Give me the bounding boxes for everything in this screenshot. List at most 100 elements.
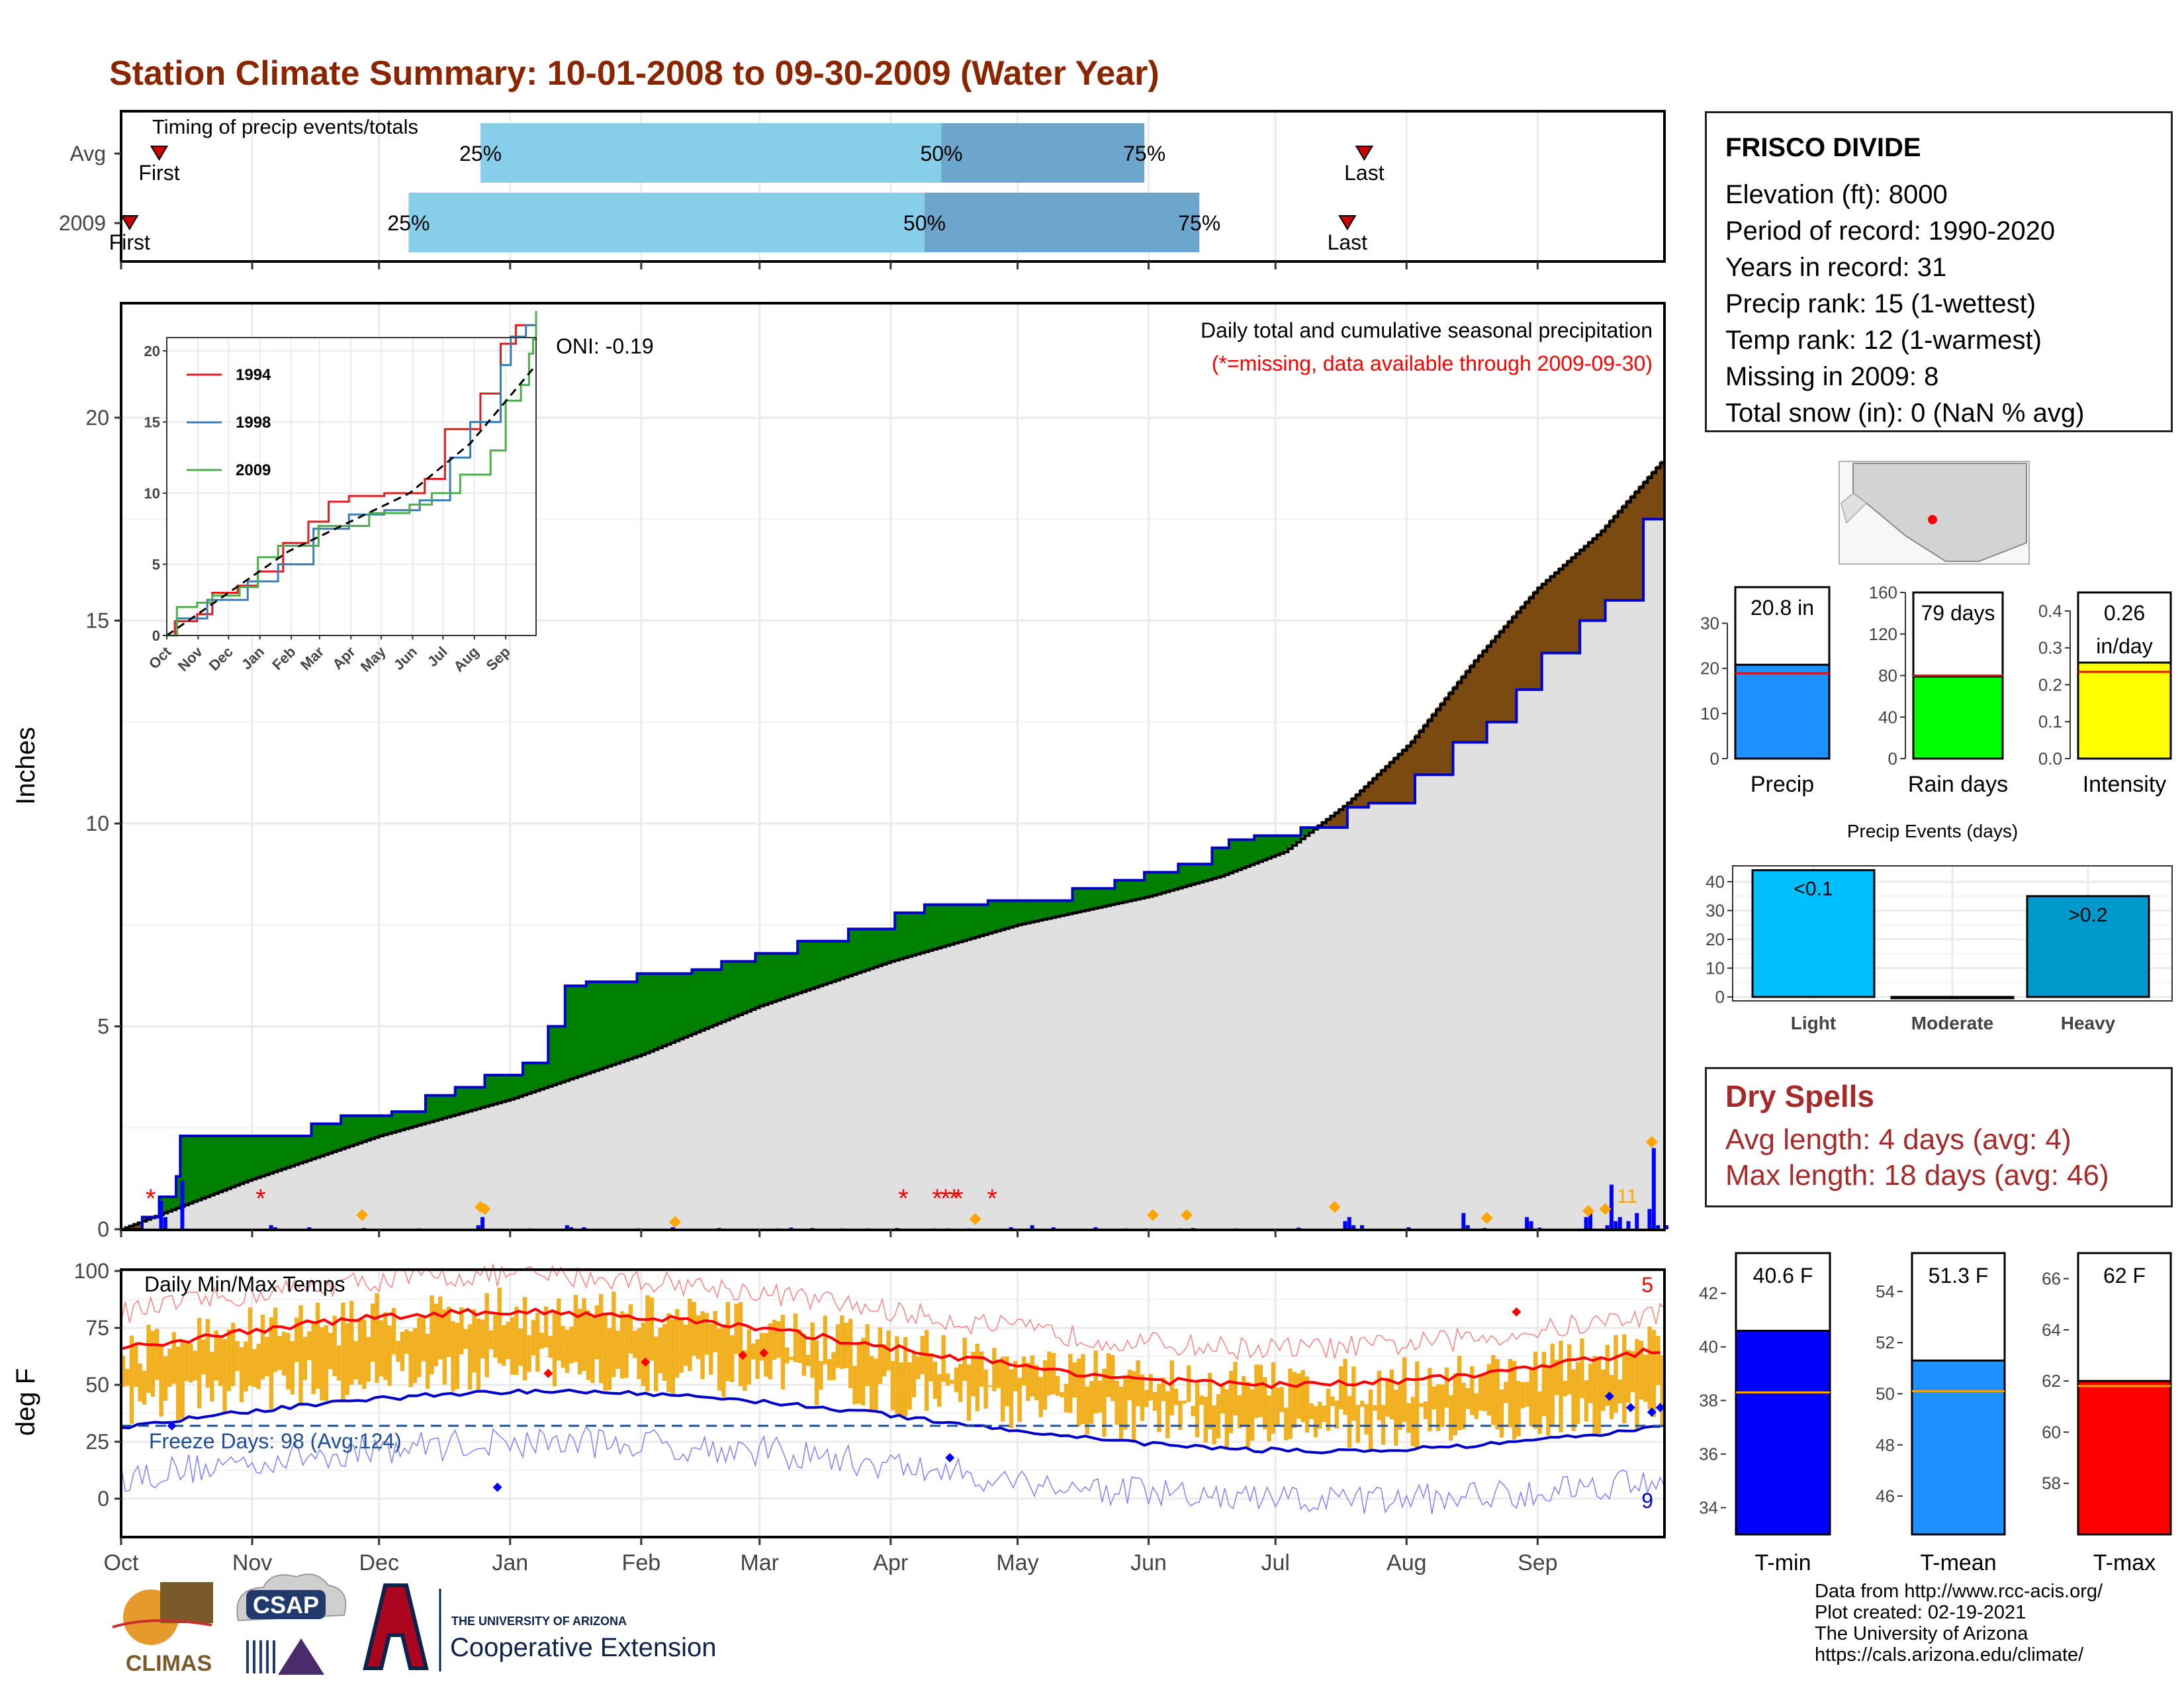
above-normal-area [578,986,583,1076]
daily-temp-bar [159,1346,163,1417]
daily-temp-bar [869,1356,874,1410]
daily-temp-bar [945,1373,950,1386]
above-normal-area [518,1075,523,1096]
avg-min-temp-line [120,1388,1661,1454]
above-normal-area [1178,864,1183,888]
daily-temp-bar [155,1329,159,1380]
temp-bar-ytick-label: 42 [1699,1284,1718,1303]
record-low-count: 9 [1641,1489,1653,1513]
daily-temp-bar [730,1335,735,1383]
daily-precip-bar [1626,1221,1631,1229]
daily-temp-bar [548,1335,553,1358]
csap-logo-bar [253,1640,255,1673]
daily-temp-bar [882,1344,887,1377]
below-normal-area [1364,784,1369,808]
daily-precip-bar [1647,1209,1652,1229]
daily-temp-bar [1250,1389,1255,1441]
below-normal-area [1656,465,1661,520]
above-normal-area [734,961,739,1016]
below-normal-area [1541,582,1547,653]
above-normal-area [827,941,832,982]
daily-temp-bar [1322,1405,1326,1423]
daily-temp-bar [679,1318,684,1374]
climas-logo-swoosh [112,1619,212,1628]
daily-temp-bar [455,1323,460,1389]
daily-temp-bar [1055,1376,1060,1396]
daily-temp-bar [1432,1386,1436,1410]
below-normal-area [1601,528,1606,621]
temp-bar [1911,1359,2006,1536]
daily-temp-bar [1622,1334,1627,1424]
daily-temp-bar [1263,1377,1267,1429]
daily-temp-bar [1173,1388,1179,1405]
temperature-panel: Daily Min/Max Temps Freeze Days: 98 (Avg:… [11,1259,1666,1575]
daily-temp-bar [924,1330,929,1411]
daily-temp-bar [1136,1360,1140,1407]
daily-precip-bar [1614,1221,1618,1229]
above-normal-area [890,929,895,961]
above-normal-area [987,900,993,933]
precip-missing-note: (*=missing, data available through 2009-… [1212,352,1653,375]
csap-logo-mountain [278,1638,324,1675]
above-normal-area [996,900,1001,931]
daily-temp-bar [1639,1340,1644,1400]
daily-temp-bar [421,1318,426,1362]
record-high-marker [543,1368,553,1378]
last-label: Last [1344,161,1385,185]
daily-temp-bar [1410,1397,1416,1446]
inset-ytick-label: 20 [144,343,160,359]
above-normal-area [463,1087,469,1112]
below-normal-area [1630,494,1635,600]
above-normal-area [776,953,782,1000]
above-normal-area [493,1075,498,1104]
daily-precip-bar [1635,1213,1639,1229]
daily-temp-bar [641,1323,646,1386]
above-normal-area [962,904,968,941]
daily-temp-bar [1520,1382,1525,1409]
missing-day-marker: * [949,1184,960,1213]
daily-precip-bar [269,1225,273,1229]
below-normal-area [1423,723,1428,775]
record-high-count: 5 [1641,1273,1653,1297]
daily-temp-bar [806,1354,811,1366]
above-normal-area [1195,864,1200,883]
events-bar [1751,869,1876,998]
month-label: Sep [1518,1550,1558,1575]
daily-precip-bar [180,1180,185,1229]
mini-ytick-label: 30 [1700,614,1719,633]
record-low-marker [492,1482,502,1492]
above-normal-area [810,941,815,988]
daily-precip-bar [1351,1225,1356,1229]
timing-quantile-label: 25% [459,142,502,165]
above-normal-area [1246,839,1251,866]
daily-temp-bar [835,1324,841,1368]
temp-ytick-label: 75 [85,1316,109,1340]
above-normal-area [336,1123,341,1150]
below-normal-area [1575,552,1580,653]
above-normal-area [1060,900,1065,915]
below-normal-area [1567,559,1572,653]
extreme-precip-marker [356,1209,369,1221]
above-normal-area [201,1136,206,1198]
above-normal-area [835,941,841,980]
above-normal-area [1140,880,1145,898]
daily-temp-bar [256,1344,261,1389]
above-normal-area [488,1075,494,1105]
daily-temp-bar [1005,1356,1009,1407]
daily-temp-bar [1144,1389,1149,1407]
daily-temp-bar [383,1312,388,1380]
above-normal-area [823,941,828,984]
timing-quantile-label: 50% [920,142,962,165]
below-normal-area [1626,499,1631,600]
above-normal-area [1207,864,1212,880]
above-normal-area [302,1136,308,1162]
below-normal-area [1635,490,1640,600]
month-label: Mar [740,1550,779,1575]
daily-temp-bar [176,1346,181,1421]
above-normal-area [945,904,950,945]
above-normal-area [869,929,874,968]
below-normal-area [1588,540,1593,621]
above-normal-area [594,982,600,1070]
above-normal-area [476,1087,481,1109]
daily-temp-bar [1254,1364,1259,1419]
